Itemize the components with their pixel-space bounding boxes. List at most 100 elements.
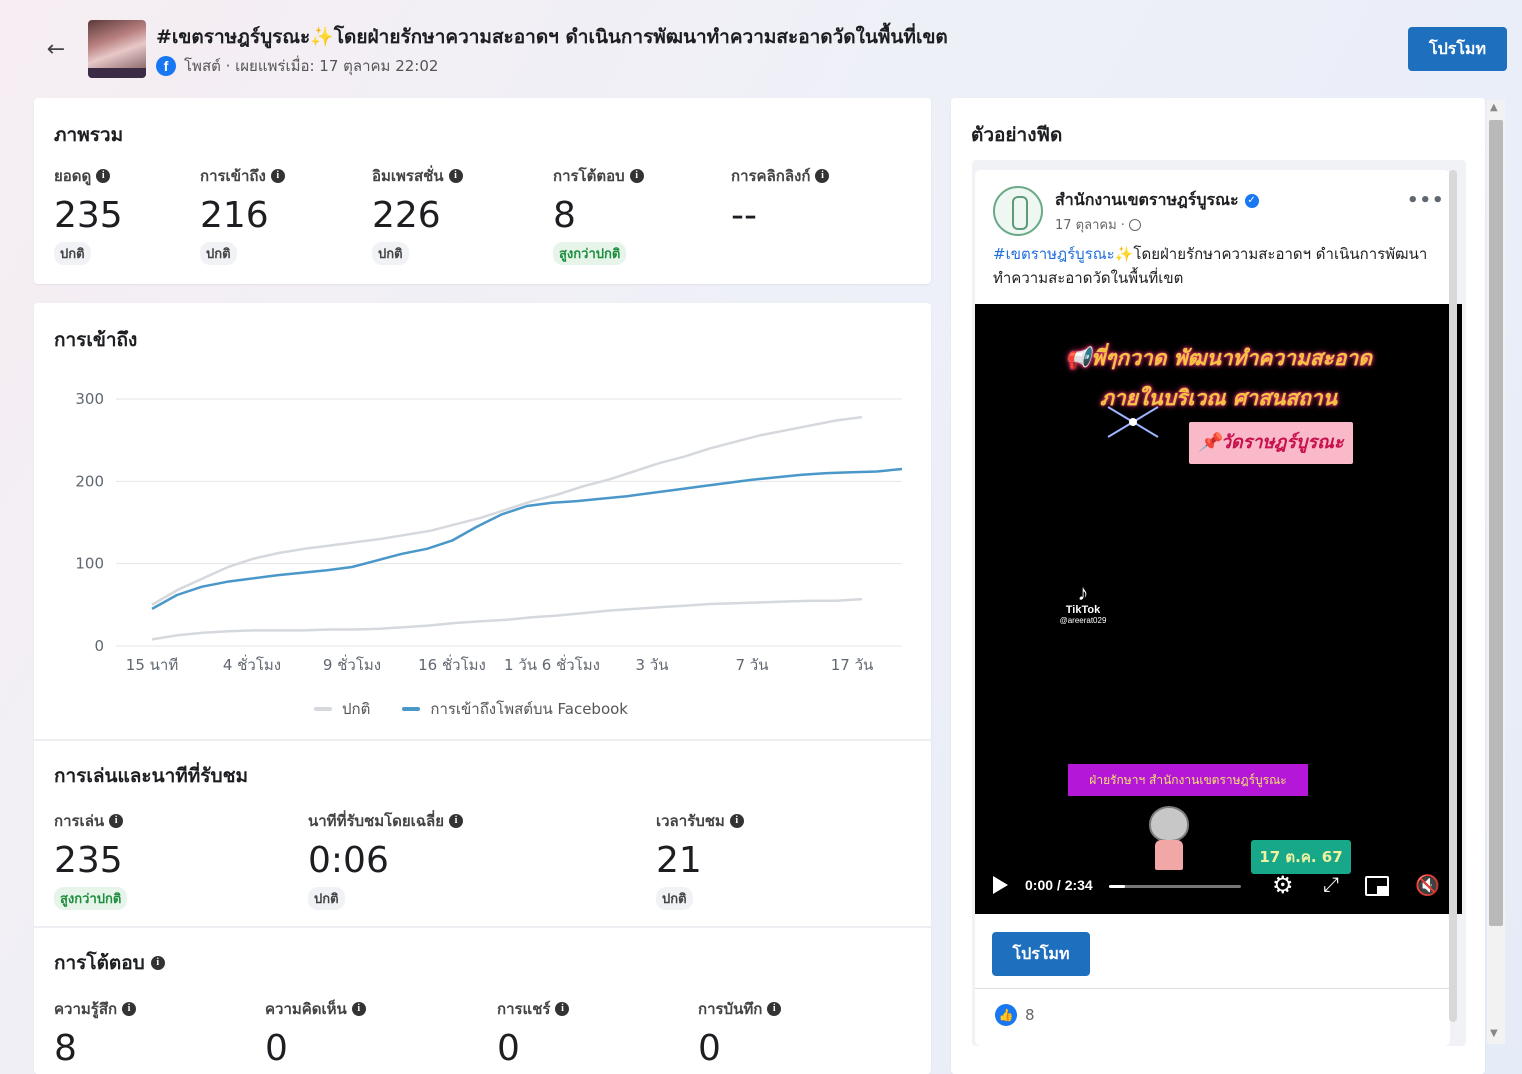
series-line-0[interactable] [151,415,863,606]
character-body [1155,840,1183,870]
post-date: 17 ตุลาคม · [1055,214,1141,235]
series-line-2[interactable] [151,467,903,610]
stat-views: ยอดดู i 235 ปกติ [54,164,123,265]
info-icon[interactable]: i [555,1002,570,1016]
y-tick-label: 0 [94,637,104,655]
globe-icon [1128,218,1141,231]
video-player[interactable]: 📢พี่ๆกวาด พัฒนาทำความสะอาด ภายในบริเวณ ศ… [975,304,1462,914]
stat-shares: การแชร์ i 0 [497,997,570,1071]
x-tick-label: 16 ชั่วโมง [418,654,486,674]
back-arrow-icon[interactable]: ← [46,37,66,62]
info-icon[interactable]: i [449,814,464,828]
scrollbar-thumb[interactable] [1489,120,1503,926]
stat-label: การบันทึก [698,1000,763,1018]
more-options-icon[interactable]: ••• [1407,190,1445,211]
preview-promote-button[interactable]: โปรโมท [992,932,1090,976]
info-icon[interactable]: i [729,814,744,828]
status-badge: สูงกว่าปกติ [54,887,128,910]
picture-in-picture-icon[interactable] [1365,876,1389,896]
cartoon-character [1143,804,1195,874]
stat-label: การคลิกลิงก์ [731,167,811,185]
status-badge: สูงกว่าปกติ [553,242,627,265]
page-avatar[interactable] [993,186,1043,236]
mute-icon[interactable]: 🔇 [1415,873,1440,897]
stat-label: ความรู้สึก [54,1000,118,1018]
x-tick-label: 4 ชั่วโมง [223,654,281,674]
stat-value: 0 [497,1028,520,1069]
plays-title-text: การเล่นและนาทีที่รับชม [54,765,248,787]
play-icon[interactable] [993,876,1008,894]
stat-value: 0 [265,1028,288,1069]
info-icon[interactable]: i [109,814,124,828]
fullscreen-icon[interactable]: ⤢ [1323,872,1339,896]
header: ← #เขตราษฎร์บูรณะ✨โดยฝ่ายรักษาความสะอาดฯ… [0,0,1522,96]
stat-label: นาทีที่รับชมโดยเฉลี่ย [308,812,445,830]
stat-impressions: อิมเพรสชั่น i 226 ปกติ [372,164,463,265]
post-body-text: ✨โดยฝ่ายรักษาความสะอาดฯ ดำเนินการพัฒนาทำ… [993,245,1428,287]
stat-saves: การบันทึก i 0 [698,997,782,1071]
series-line-1[interactable] [151,597,863,641]
stat-value: 235 [54,840,123,881]
stat-label: อิมเพรสชั่น [372,167,444,185]
video-location-tag: 📌วัดราษฎร์บูรณะ [1189,422,1353,464]
video-progress-bar[interactable] [1109,885,1241,888]
promote-button[interactable]: โปรโมท [1408,27,1507,71]
info-icon[interactable]: i [270,169,285,183]
overview-card: ภาพรวม ยอดดู i 235 ปกติ การเข้าถึง i 216 ป… [34,98,931,284]
page-scrollbar[interactable]: ▲ ▼ [1487,100,1505,1044]
stat-label: การแชร์ [497,1000,551,1018]
x-tick-label: 17 วัน [831,656,874,674]
stat-label: ความคิดเห็น [265,1000,347,1018]
stat-label: เวลารับชม [656,812,725,830]
legend-swatch [402,707,421,711]
stat-link-clicks: การคลิกลิงก์ i -- [731,164,830,238]
stat-comments: ความคิดเห็น i 0 [265,997,366,1071]
post-thumbnail [88,20,146,78]
y-tick-label: 100 [75,555,104,573]
info-icon[interactable]: i [150,956,165,970]
stat-value: 0 [698,1028,721,1069]
info-icon[interactable]: i [629,169,644,183]
stat-value: 216 [200,195,269,236]
scroll-down-icon[interactable]: ▼ [1490,1028,1498,1039]
info-icon[interactable]: i [448,169,463,183]
reach-chart: 0 100 200 300 15 นาที 4 ชั่วโมง 9 ชั่วโมง 16 ชั… [75,390,903,674]
video-time: 0:00 / 2:34 [1025,877,1093,893]
plays-title: การเล่นและนาทีที่รับชม [54,761,248,791]
feed-frame: สำนักงานเขตราษฎร์บูรณะ ✓ 17 ตุลาคม · •••… [972,160,1466,1046]
engagement-title: การโต้ตอบ i [54,948,165,978]
gear-icon[interactable]: ⚙ [1272,871,1294,899]
x-tick-label: 9 ชั่วโมง [323,654,381,674]
reactions-summary[interactable]: 👍 8 [995,1004,1035,1026]
video-progress-fill [1109,885,1125,888]
y-tick-label: 200 [75,472,104,490]
stat-avg-minutes: นาทีที่รับชมโดยเฉลี่ย i 0:06 ปกติ [308,809,464,910]
stat-label: ยอดดู [54,167,92,185]
info-icon[interactable]: i [767,1002,782,1016]
stat-reach: การเข้าถึง i 216 ปกติ [200,164,285,265]
scroll-up-icon[interactable]: ▲ [1490,102,1498,113]
info-icon[interactable]: i [96,169,111,183]
hashtag-link[interactable]: #เขตราษฎร์บูรณะ [993,245,1115,263]
tiktok-icon: ♪ [1077,580,1089,605]
info-icon[interactable]: i [815,169,830,183]
post-meta: f โพสต์ · เผยแพร่เมื่อ: 17 ตุลาคม 22:02 [156,54,438,78]
legend-item-normal[interactable]: ปกติ [314,697,370,721]
engagement-title-text: การโต้ตอบ [54,952,145,974]
page-name[interactable]: สำนักงานเขตราษฎร์บูรณะ ✓ [1055,188,1259,213]
stat-label: การเข้าถึง [200,167,266,185]
x-tick-label: 1 วัน 6 ชั่วโมง [504,654,600,674]
info-icon[interactable]: i [122,1002,137,1016]
character-head [1149,806,1189,842]
section-divider [34,739,931,741]
feed-scrollbar[interactable] [1449,170,1457,1022]
info-icon[interactable]: i [351,1002,366,1016]
stat-label: การเล่น [54,812,105,830]
stat-value: 0:06 [308,840,389,881]
stat-value: 8 [54,1028,77,1069]
legend-item-reach[interactable]: การเข้าถึงโพสต์บน Facebook [402,697,628,721]
post-date-text: 17 ตุลาคม · [1055,218,1125,233]
stat-value: 226 [372,195,441,236]
stat-value: 8 [553,195,576,236]
x-tick-label: 15 นาที [126,656,178,674]
